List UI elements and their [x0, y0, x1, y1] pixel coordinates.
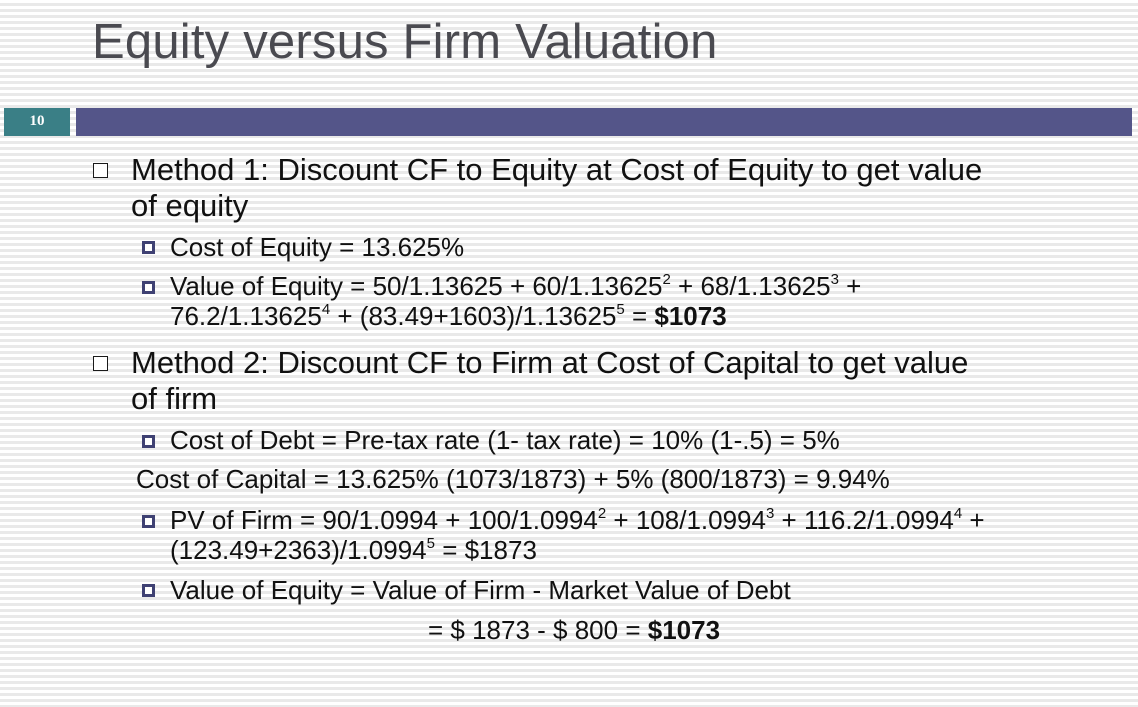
- cost-of-equity-text: Cost of Equity = 13.625%: [170, 232, 465, 262]
- equity-value-result: $1073: [647, 615, 721, 645]
- square-bullet-icon: [142, 515, 155, 528]
- slide-title: Equity versus Firm Valuation: [92, 15, 718, 69]
- pv-of-firm-formula-line2: (123.49+2363)/1.09945 = $1873: [170, 535, 537, 565]
- square-bullet-icon: [142, 241, 155, 254]
- method2-heading-line2: of firm: [131, 381, 218, 416]
- value-of-equity-definition: Value of Equity = Value of Firm - Market…: [170, 575, 791, 605]
- method1-heading-line1: Method 1: Discount CF to Equity at Cost …: [131, 152, 983, 187]
- value-of-equity-formula-line2: 76.2/1.136254 + (83.49+1603)/1.136255 = …: [170, 301, 727, 331]
- value-of-equity-formula-line1: Value of Equity = 50/1.13625 + 60/1.1362…: [170, 271, 862, 301]
- hollow-square-bullet-icon: [93, 356, 108, 371]
- pv-of-firm-formula-line1: PV of Firm = 90/1.0994 + 100/1.09942 + 1…: [170, 505, 985, 535]
- slide-number: 10: [4, 108, 70, 136]
- square-bullet-icon: [142, 281, 155, 294]
- cost-of-debt-text: Cost of Debt = Pre-tax rate (1- tax rate…: [170, 425, 840, 455]
- equity-value-result: $1073: [654, 301, 727, 331]
- hollow-square-bullet-icon: [93, 163, 108, 178]
- square-bullet-icon: [142, 435, 155, 448]
- cost-of-capital-text: Cost of Capital = 13.625% (1073/1873) + …: [136, 464, 890, 494]
- title-divider-bar: [76, 108, 1132, 136]
- method2-heading-line1: Method 2: Discount CF to Firm at Cost of…: [131, 345, 969, 380]
- square-bullet-icon: [142, 584, 155, 597]
- value-of-equity-calculation: = $ 1873 - $ 800 = $1073: [428, 615, 721, 645]
- method1-heading-line2: of equity: [131, 188, 249, 223]
